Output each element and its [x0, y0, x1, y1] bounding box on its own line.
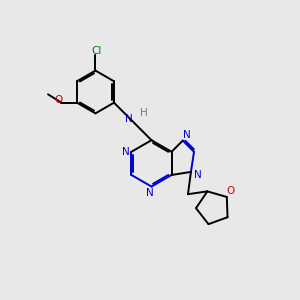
- Text: N: N: [125, 114, 133, 124]
- Text: N: N: [122, 147, 130, 157]
- Text: O: O: [226, 186, 235, 196]
- Text: N: N: [146, 188, 154, 198]
- Text: N: N: [183, 130, 191, 140]
- Text: O: O: [54, 95, 63, 105]
- Text: H: H: [140, 108, 147, 118]
- Text: Cl: Cl: [92, 46, 102, 56]
- Text: N: N: [194, 170, 201, 181]
